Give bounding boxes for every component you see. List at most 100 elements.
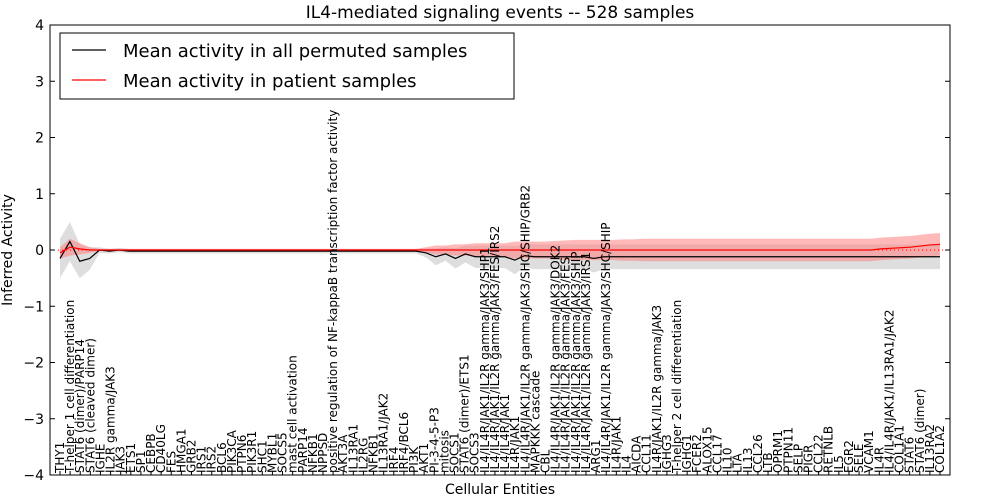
x-tick-label: COL1A2 — [933, 425, 947, 473]
x-tick-label: RETNLB — [822, 426, 836, 473]
chart-title: IL4-mediated signaling events -- 528 sam… — [306, 3, 695, 23]
x-tick-label: LTB — [761, 452, 775, 473]
x-tick-label: IL4/IL4R/JAK1/IL13RA1/JAK2 — [882, 310, 896, 474]
x-tick-label: IL13RA2 — [923, 424, 937, 473]
legend-box — [59, 32, 515, 100]
x-tick-label: HMGA1 — [174, 428, 188, 473]
x-tick-label: IGHE — [93, 444, 107, 473]
y-axis: −4 −3 −2 −1 0 1 2 3 4 — [23, 18, 950, 484]
x-tick-label: COL1A1 — [893, 425, 907, 473]
x-tick-label: EGR2 — [842, 440, 856, 473]
x-tick-label: IL4R/JAK1/IL2R gamma/JAK3 — [650, 305, 664, 473]
x-tick-label: IL4R/JAK1 — [609, 416, 623, 473]
y-tick-label: −1 — [23, 299, 44, 315]
x-tick-label: VCAM1 — [862, 430, 876, 473]
x-tick-label: JAK3 — [114, 446, 128, 474]
x-tick-label: IL13RA1/JAK2 — [377, 393, 391, 473]
x-tick-label: SELE — [852, 444, 866, 473]
x-tick-label: IL4/IL4R/JAK1/IL2R gamma/JAK3/SHC/SHIP — [599, 222, 613, 473]
series-line-patient — [59, 243, 941, 254]
x-tick-label: CCL22 — [812, 434, 826, 473]
x-tick-label: SELP — [791, 444, 805, 473]
x-tick-label: IRF4/BCL6 — [397, 412, 411, 473]
x-tick-label: IL4/IL4R/JAK1/IL2R gamma/JAK3/FES — [559, 257, 573, 473]
x-tick-label: IRS2 — [205, 446, 219, 473]
y-axis-label: Inferred Activity — [0, 194, 16, 306]
y-tick-label: 4 — [35, 18, 44, 34]
series-line-permuted — [59, 240, 940, 262]
x-tick-label: IL2RG — [356, 438, 370, 474]
x-tick-label: OPRM1 — [771, 430, 785, 473]
x-tick-label: T-helper 2 cell differentiation — [670, 300, 684, 474]
x-tick-label: SOCS3 — [468, 432, 482, 473]
x-tick-label: CCL11 — [640, 434, 654, 473]
x-tick-label: mast cell activation — [286, 355, 300, 473]
x-tick-label: FES — [164, 451, 178, 473]
x-tick-label: STAT6 (dimer)/ETS1 — [458, 354, 472, 473]
x-tick-label: LTA — [731, 453, 745, 473]
x-tick-label: IL4R — [872, 447, 886, 473]
y-tick-label: −3 — [23, 412, 44, 428]
x-tick-label: SP1 — [134, 451, 148, 474]
x-tick-label: MAPKKK cascade — [528, 371, 542, 473]
x-tick-label: ETS1 — [124, 443, 138, 473]
x-tick-label: IGHG1 — [680, 434, 694, 473]
x-tick-label: IL4R/JAK1 — [508, 416, 522, 473]
x-tick-label: PIGR — [802, 445, 816, 473]
x-tick-label: CBL — [539, 449, 553, 473]
y-tick-label: −2 — [23, 356, 44, 372]
x-tick-label: IL4/IL4R/JAK1 — [498, 394, 512, 473]
x-tick-label: BCL6 — [215, 442, 229, 473]
x-tick-label: PIK3CA — [225, 429, 239, 473]
x-tick-label: IL4/IL4R/JAK1/IL2R gamma/JAK3/DOK2 — [549, 245, 563, 473]
x-tick-label: GRB2 — [184, 439, 198, 473]
x-tick-label: IL4/IL4R/JAK1/IL2R gamma/JAK3/SHC/SHIP/G… — [518, 185, 532, 473]
x-tick-label: IL4/IL4R/JAK1/IL2R gamma/JAK3/SHP1 — [478, 247, 492, 473]
y-tick-label: 3 — [35, 74, 44, 90]
x-tick-label: AKT3A — [336, 434, 350, 473]
x-tick-label: SOCS5 — [276, 432, 290, 473]
x-tick-label: PI3K — [407, 446, 421, 473]
x-tick-label: PI-3-4-5-P3 — [427, 407, 441, 473]
x-tick-label: PIK3R1 — [245, 431, 259, 473]
x-tick-label: IRS1 — [195, 446, 209, 473]
y-tick-label: 0 — [35, 243, 44, 259]
x-tick-label: IL4 — [619, 455, 633, 473]
x-tick-label: NFKB1 — [306, 433, 320, 473]
x-tick-label: PTPN6 — [235, 435, 249, 473]
series-lines — [50, 240, 950, 262]
x-tick-label: SOCS1 — [447, 432, 461, 473]
x-tick-label: T-helper 1 cell differentiation — [63, 300, 77, 474]
x-tick-label: CCL26 — [751, 434, 765, 473]
x-tick-label: PARP14 — [296, 427, 310, 473]
y-tick-label: 1 — [35, 187, 44, 203]
x-tick-label: SHC1 — [255, 440, 269, 473]
x-tick-label: mitosis — [437, 430, 451, 473]
x-tick-label: IL4/IL4R/JAK1/IL2R gamma/JAK3/SHIP — [569, 252, 583, 473]
x-tick-label: STAT6 (cleaved dimer) — [83, 338, 97, 473]
x-tick-label: IL10 — [721, 448, 735, 474]
legend: Mean activity in all permuted samples Me… — [59, 32, 515, 100]
x-tick-label: IL4/IL4R/JAK1/IL2R gamma/JAK3/IRS1 — [579, 252, 593, 473]
x-tick-label: MYBL1 — [265, 433, 279, 473]
x-tick-label: IRF4 — [387, 447, 401, 473]
x-tick-label: IL5 — [832, 455, 846, 473]
x-tick-label: CD40LG — [154, 424, 168, 473]
legend-label-patient: Mean activity in patient samples — [123, 71, 417, 92]
x-tick-label: IL13RA1 — [346, 424, 360, 473]
x-tick-label: IL2R gamma/JAK3 — [104, 366, 118, 473]
x-tick-label: STAT6 (dimer)/PARP14 — [73, 339, 87, 473]
y-tick-label: 2 — [35, 131, 44, 147]
x-tick-label: positive regulation of NF-kappaB transcr… — [326, 110, 340, 473]
x-tick-label: IL13 — [741, 448, 755, 474]
x-tick-label: IGHG3 — [660, 434, 674, 473]
x-tick-label: PTPN11 — [781, 427, 795, 473]
x-tick-label: STAT6 (dimer) — [913, 389, 927, 473]
legend-label-permuted: Mean activity in all permuted samples — [123, 41, 467, 62]
x-tick-label: CCL17 — [710, 434, 724, 473]
x-axis-label: Cellular Entities — [445, 482, 555, 498]
x-tick-label: THY1 — [53, 442, 67, 474]
x-tick-label: CEBPB — [144, 433, 158, 473]
